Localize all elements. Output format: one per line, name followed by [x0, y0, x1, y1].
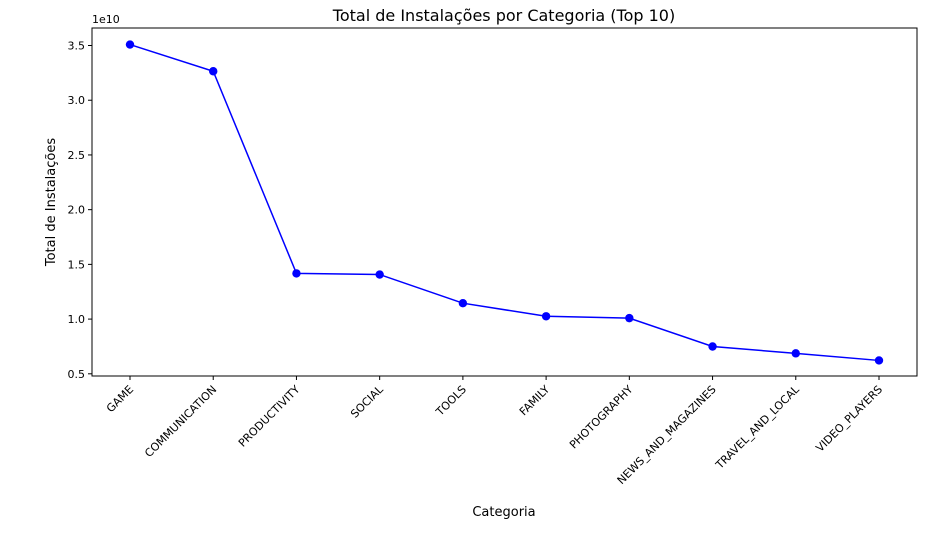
- y-tick-label: 1.5: [68, 258, 86, 271]
- data-point: [791, 349, 800, 358]
- chart-title: Total de Instalações por Categoria (Top …: [332, 6, 675, 25]
- x-axis: GAME COMMUNICATION PRODUCTIVITY SOCIAL TOOLS…: [104, 376, 885, 487]
- series-line: [125, 40, 884, 365]
- x-tick-label: COMMUNICATION: [142, 383, 219, 460]
- x-tick-label: NEWS_AND_MAGAZINES: [615, 383, 719, 487]
- x-tick-label: PHOTOGRAPHY: [567, 383, 636, 452]
- data-point: [209, 67, 218, 76]
- x-tick-label: GAME: [104, 383, 136, 415]
- data-point: [625, 313, 634, 323]
- x-tick-label: TOOLS: [433, 383, 469, 419]
- x-tick-label: FAMILY: [517, 383, 553, 419]
- data-point: [874, 356, 884, 365]
- x-tick-label: PRODUCTIVITY: [236, 383, 303, 450]
- data-point: [375, 270, 384, 279]
- y-tick-label: 2.5: [68, 149, 86, 162]
- data-point: [125, 40, 135, 49]
- y-tick-label: 3.0: [68, 94, 86, 107]
- x-tick-label: TRAVEL_AND_LOCAL: [713, 382, 803, 472]
- y-offset-label: 1e10: [92, 13, 120, 26]
- x-tick-label: VIDEO_PLAYERS: [813, 383, 885, 455]
- y-tick-label: 2.0: [68, 204, 86, 217]
- data-point: [292, 269, 301, 278]
- y-axis: 0.5 1.0 1.5 2.0 2.5 3.0 3.5: [68, 40, 92, 381]
- data-point: [708, 342, 717, 351]
- plot-area: [91, 27, 918, 377]
- y-tick-label: 0.5: [68, 368, 86, 381]
- y-tick-label: 1.0: [68, 313, 86, 326]
- data-point: [458, 298, 468, 308]
- y-axis-label: Total de Instalações: [44, 138, 59, 267]
- series-line-path: [129, 43, 880, 362]
- data-point: [541, 312, 551, 321]
- x-tick-label: SOCIAL: [348, 382, 386, 420]
- y-tick-label: 3.5: [68, 40, 86, 53]
- x-axis-label: Categoria: [472, 505, 535, 520]
